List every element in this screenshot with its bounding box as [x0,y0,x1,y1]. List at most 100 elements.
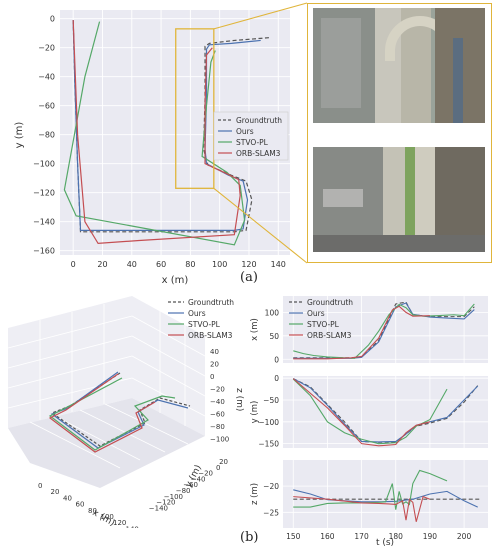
y-tick-label: −120 [33,189,55,198]
time-line-orb-slam3 [293,305,430,360]
time-x-tick-label: 180 [389,532,404,541]
y-vs-time-chart: 0 −50 −100 −150 y (m) [250,374,488,449]
time-y-tick-label: −50 [263,396,279,405]
zoom-connector [213,2,308,264]
time-line-orb-slam3 [293,495,431,522]
time-y-tick-label: 0 [274,355,279,364]
time-plot-bg [283,376,488,448]
top-down-grid [60,10,290,255]
3d-z-tick-label: 20 [210,361,219,369]
time-x-tick-label: 170 [354,532,369,541]
3d-tick-labels: 020406080100120140200−20−40−60−80−100−12… [38,348,229,528]
3d-y-tick-label: −20 [198,470,213,478]
x-tick-label: 80 [185,260,195,269]
y-tick-label: −20 [38,44,55,53]
3d-y-tick-label: −80 [176,487,191,495]
x-vs-time-chart: 0 50 100 x (m) [250,296,488,364]
top-down-xlabel: x (m) [162,275,189,285]
highlight-box [175,28,215,189]
3d-x-tick-label: 40 [63,494,72,502]
aerial-photo-top [313,8,485,123]
time-line-groundtruth [293,378,479,443]
time-y-tick-label: −25 [263,508,279,517]
time-ylabel: x (m) [250,318,260,341]
trajectory-line-orb-slam3 [72,20,241,245]
time-x-tick-label: 160 [320,532,335,541]
3d-line-orb [48,373,156,453]
top-down-legend: Groundtruth Ours STVO-PL ORB-SLAM3 [213,111,289,161]
3d-trajectories [48,371,191,453]
time-xlabel: t (s) [376,538,394,548]
time-series-charts: 0 50 100 x (m) 0 −50 −100 −150 y (m) −20 −25 150 1… [250,296,488,548]
top-down-chart: 0 20 40 60 80 100 120 140 0 −20 −40 −60 −80 −100 −120 −… [14,10,290,285]
connector-line-top [213,2,308,30]
3d-trajectory-chart: Groundtruth Ours STVO-PL ORB-SLAM3 02040… [7,296,244,528]
3d-z-tick-label: −80 [210,423,225,431]
3d-z-tick-label: −20 [210,386,225,394]
time-legend-groundtruth: Groundtruth [307,298,353,307]
y-tick-label: −40 [38,73,55,82]
time-ylabel: z (m) [250,483,260,505]
top-down-ylabel: y (m) [14,122,25,149]
y-tick-label: −60 [38,102,55,111]
time-ylabel: y (m) [250,401,260,424]
time-plot-bg [283,460,488,528]
aerial-photo-bottom [313,147,485,252]
3d-y-tick-label: −120 [156,499,175,507]
top-down-series [63,20,272,246]
time-line-stvo-pl [293,303,475,359]
trajectory-line-ours [72,20,261,231]
time-line-orb-slam3 [292,378,431,447]
x-tick-label: 100 [212,260,227,269]
time-x-tick-label: 200 [457,532,472,541]
time-plot-bg [283,296,488,363]
panel-label-a: (a) [240,270,258,285]
3d-legend-ours: Ours [188,309,206,318]
3d-legend-stvo: STVO-PL [188,320,221,329]
trajectory-line-groundtruth [72,20,272,233]
3d-line-stvo [48,377,176,451]
time-legend-orb: ORB-SLAM3 [307,331,352,340]
top-down-ticks: 0 20 40 60 80 100 120 140 0 −20 −40 −60 −80 −100 −120 −… [33,15,286,269]
3d-legend-groundtruth: Groundtruth [188,298,234,307]
time-line-stvo-pl [293,469,448,510]
legend-groundtruth: Groundtruth [236,116,282,125]
time-y-tick-label: −100 [258,418,279,427]
time-legend-stvo: STVO-PL [307,320,340,329]
3d-y-tick-label: −40 [191,475,206,483]
3d-z-tick-label: −40 [210,398,225,406]
3d-legend-orb: ORB-SLAM3 [188,331,233,340]
legend-ours: Ours [236,127,254,136]
y-tick-label: −140 [33,218,55,227]
time-y-tick-label: −20 [263,482,279,491]
legend-stvo: STVO-PL [236,138,269,147]
3d-z-tick-label: −100 [210,436,229,444]
3d-y-tick-label: 20 [219,458,228,466]
3d-x-tick-label: 0 [38,482,42,490]
3d-y-tick-label: −140 [149,504,168,512]
x-tick-label: 40 [127,260,137,269]
3d-z-tick-label: 0 [210,373,214,381]
x-tick-label: 140 [271,260,286,269]
3d-x-tick-label: 60 [76,501,85,509]
trajectory-line-stvo-pl [63,21,246,246]
x-tick-label: 120 [241,260,256,269]
3d-x-tick-label: 120 [113,519,126,527]
y-tick-label: −160 [33,247,55,256]
time-y-tick-label: 100 [265,308,280,317]
x-tick-label: 0 [71,260,76,269]
3d-y-tick-label: 0 [216,464,220,472]
panel-label-b: (b) [240,530,259,545]
3d-y-tick-label: −100 [164,493,183,501]
time-y-tick-label: −150 [258,440,279,449]
3d-z-tick-label: 40 [210,348,219,356]
time-y-tick-label: 50 [269,332,279,341]
3d-zlabel: z (m) [234,388,244,411]
y-tick-label: 0 [50,15,55,24]
connector-line-bottom [213,187,308,264]
aerial-photo-panel [307,3,492,263]
legend-orb: ORB-SLAM3 [236,149,281,158]
z-vs-time-chart: −20 −25 150 160 170 180 190 200 z (m) [250,460,488,541]
3d-x-tick-label: 140 [126,525,139,528]
time-line-ours [292,378,479,443]
